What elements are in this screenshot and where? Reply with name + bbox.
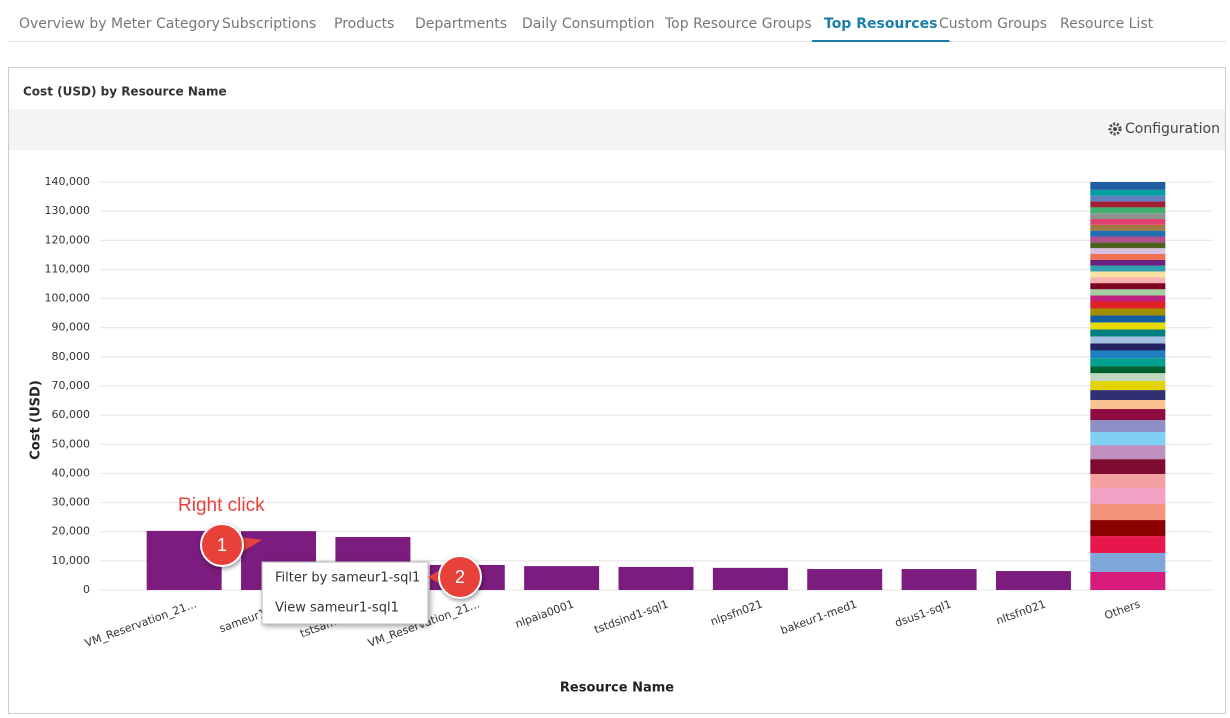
y-tick-label: 60,000 <box>52 408 91 421</box>
bar <box>901 569 977 590</box>
y-tick-label: 0 <box>83 583 90 596</box>
bar <box>712 567 788 590</box>
y-tick-label: 90,000 <box>52 321 91 334</box>
bar-segment <box>1090 366 1166 374</box>
annotation-text: Right click <box>178 495 265 516</box>
bar-segment <box>1090 336 1166 344</box>
bar-segment <box>1090 277 1166 284</box>
y-tick-label: 10,000 <box>52 554 91 567</box>
bar-segment <box>1090 329 1166 337</box>
callout-circle <box>200 523 244 567</box>
bar-segment <box>1090 271 1166 278</box>
configuration-label: Configuration <box>1125 121 1220 137</box>
panel <box>8 67 1226 714</box>
callout-arrow <box>240 537 262 553</box>
tab[interactable]: Products <box>334 16 394 32</box>
bar-segment <box>1090 409 1166 421</box>
bar-segment <box>1090 308 1166 316</box>
callout-number: 2 <box>455 567 465 587</box>
gear-icon <box>1108 122 1122 136</box>
y-tick-label: 50,000 <box>52 437 91 450</box>
callout-circle <box>438 555 482 599</box>
tab[interactable]: Resource List <box>1060 16 1154 32</box>
tab[interactable]: Departments <box>415 16 507 32</box>
y-tick-label: 30,000 <box>52 496 91 509</box>
bar-segment <box>1090 536 1166 553</box>
bar-segment <box>1090 253 1166 260</box>
tab[interactable]: Custom Groups <box>939 16 1047 32</box>
y-tick-label: 80,000 <box>52 350 91 363</box>
bar-segment <box>1090 259 1166 266</box>
y-tick-label: 100,000 <box>45 292 91 305</box>
context-menu: Filter by sameur1-sql1 View sameur1-sql1 <box>261 561 429 625</box>
bar-segment <box>1090 283 1166 290</box>
bar-segment <box>1090 322 1166 330</box>
bar-segment <box>1090 445 1166 460</box>
tab[interactable]: Subscriptions <box>222 16 316 32</box>
bar-segment <box>1090 224 1166 231</box>
bar-segment <box>1090 265 1166 272</box>
tab[interactable]: Daily Consumption <box>522 16 655 32</box>
bar-segment <box>1090 432 1166 446</box>
bar-segment <box>1090 381 1166 391</box>
panel-title: Cost (USD) by Resource Name <box>23 85 227 99</box>
bar-segment <box>1090 358 1166 367</box>
bar-segment <box>1090 236 1166 243</box>
menu-item[interactable]: Filter by sameur1-sql1 <box>275 571 420 586</box>
bar-segment <box>1090 295 1166 302</box>
toolbar <box>9 109 1225 150</box>
bar-segment <box>1090 248 1166 254</box>
bar-segment <box>1090 459 1166 475</box>
bar <box>618 566 694 590</box>
bar-segment <box>1090 189 1166 196</box>
bar-segment <box>1090 301 1166 309</box>
bar-segment <box>1090 488 1166 505</box>
bar-segment <box>1090 552 1166 572</box>
configuration-button[interactable]: Configuration <box>1108 121 1220 137</box>
x-axis-label: Resource Name <box>560 681 674 696</box>
bar-segment <box>1090 213 1166 220</box>
bar-segment <box>1090 230 1166 237</box>
callout-number: 1 <box>217 535 227 555</box>
bar-segment <box>1090 571 1166 590</box>
y-tick-label: 130,000 <box>45 204 91 217</box>
bar-segment <box>1090 504 1166 521</box>
y-axis-label: Cost (USD) <box>29 380 44 460</box>
bar-segment <box>1090 219 1166 225</box>
bar-segment <box>1090 207 1166 214</box>
tab[interactable]: Top Resources <box>824 16 937 32</box>
bar <box>524 566 600 590</box>
bar-segment <box>1090 315 1166 323</box>
bar-segment <box>1090 520 1166 537</box>
bar <box>807 569 883 590</box>
y-tick-label: 110,000 <box>45 262 91 275</box>
tab[interactable]: Top Resource Groups <box>664 16 812 32</box>
y-tick-label: 140,000 <box>45 175 91 188</box>
step-callouts: 12 <box>200 523 482 599</box>
menu-box <box>261 561 429 625</box>
bar-segment <box>1090 350 1166 359</box>
y-tick-label: 120,000 <box>45 233 91 246</box>
bar-segment <box>1090 399 1166 410</box>
bar-segment <box>1090 195 1166 202</box>
bar-segment <box>1090 182 1166 190</box>
bar-segment <box>1090 242 1166 249</box>
bar-segment <box>1090 343 1166 351</box>
bar-segment <box>1090 289 1166 296</box>
bar-segment <box>1090 474 1166 488</box>
y-tick-label: 70,000 <box>52 379 91 392</box>
bar-segment <box>1090 373 1166 382</box>
bar-segment <box>1090 420 1166 433</box>
y-tick-label: 20,000 <box>52 525 91 538</box>
gear-hub <box>1113 127 1117 131</box>
menu-item[interactable]: View sameur1-sql1 <box>275 601 399 616</box>
bar <box>995 571 1071 590</box>
bar-segment <box>1090 201 1166 208</box>
tab[interactable]: Overview by Meter Category <box>19 16 220 32</box>
bar-segment <box>1090 390 1166 400</box>
y-tick-label: 40,000 <box>52 466 91 479</box>
